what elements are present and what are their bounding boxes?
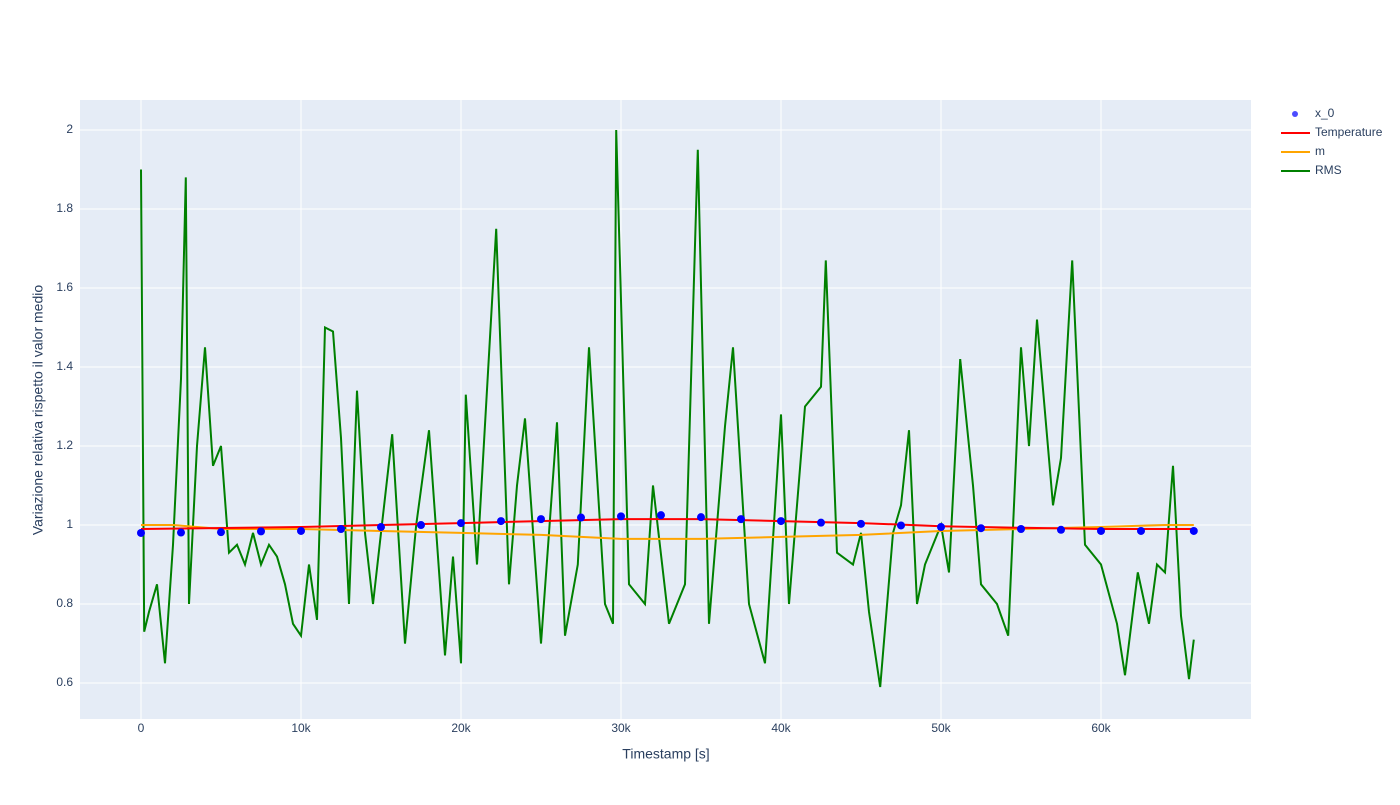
marker <box>736 515 745 524</box>
marker <box>136 528 145 537</box>
y-tick-label: 1.4 <box>56 359 73 373</box>
marker <box>856 519 865 528</box>
legend-marker <box>1292 111 1298 117</box>
x-tick-label: 40k <box>771 721 791 735</box>
y-axis-title: Variazione relativa rispetto il valor me… <box>30 285 46 536</box>
marks <box>136 129 1198 688</box>
marker <box>496 517 505 526</box>
marker <box>336 524 345 533</box>
x-tick-label: 30k <box>611 721 631 735</box>
marker <box>816 518 825 527</box>
grid: 0 10k 20k 30k 40k 50k 60k 0.6 0.8 1 1.2 1.4 1.6 1.8 2 <box>56 100 1251 735</box>
marker <box>256 527 265 536</box>
x-axis-title: Timestamp [s] <box>622 746 709 762</box>
marker <box>936 523 945 532</box>
marker <box>576 513 585 522</box>
x-tick-label: 10k <box>291 721 311 735</box>
marker <box>1096 526 1105 535</box>
marker <box>656 511 665 520</box>
y-tick-label: 1.8 <box>56 201 73 215</box>
y-tick-label: 0.8 <box>56 596 73 610</box>
y-tick-label: 1.6 <box>56 280 73 294</box>
y-tick-label: 2 <box>66 122 73 136</box>
legend-label[interactable]: Temperature <box>1315 125 1383 139</box>
marker <box>1056 525 1065 534</box>
y-tick-label: 1.2 <box>56 438 73 452</box>
marker <box>696 513 705 522</box>
marker <box>1136 526 1145 535</box>
marker <box>296 526 305 535</box>
x-tick-label: 0 <box>138 721 145 735</box>
x-tick-label: 60k <box>1091 721 1111 735</box>
legend-label[interactable]: m <box>1315 144 1325 158</box>
marker <box>456 519 465 528</box>
x-tick-label: 50k <box>931 721 951 735</box>
marker <box>536 515 545 524</box>
marker <box>776 517 785 526</box>
legend-label[interactable]: x_0 <box>1315 106 1335 120</box>
marker <box>1189 526 1198 535</box>
y-tick-label: 1 <box>66 517 73 531</box>
marker <box>896 521 905 530</box>
marker <box>1016 524 1025 533</box>
marker <box>416 521 425 530</box>
marker <box>376 523 385 532</box>
line <box>140 129 1195 688</box>
legend-label[interactable]: RMS <box>1315 163 1342 177</box>
y-tick-label: 0.6 <box>56 675 73 689</box>
marker <box>616 512 625 521</box>
x-tick-label: 20k <box>451 721 471 735</box>
marker <box>216 528 225 537</box>
marker <box>976 524 985 533</box>
marker <box>176 528 185 537</box>
plot-area <box>80 100 1251 719</box>
legend: x_0 Temperature m RMS <box>1281 106 1383 177</box>
